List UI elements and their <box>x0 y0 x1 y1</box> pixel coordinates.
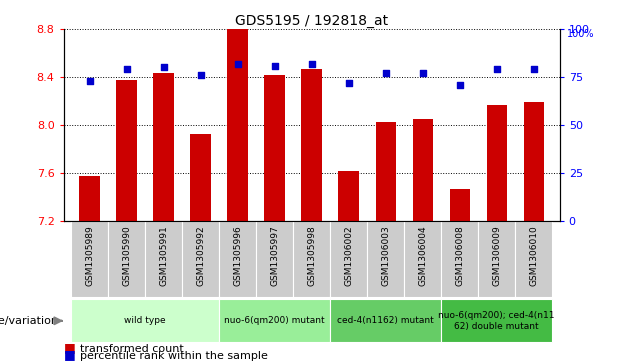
Bar <box>441 221 478 297</box>
Point <box>380 70 391 76</box>
Bar <box>265 75 285 221</box>
Text: wild type: wild type <box>124 316 166 325</box>
Bar <box>190 134 211 221</box>
Text: GSM1305991: GSM1305991 <box>159 225 168 286</box>
Text: GSM1306002: GSM1306002 <box>344 225 353 286</box>
Bar <box>450 189 470 221</box>
Text: GSM1306010: GSM1306010 <box>529 225 538 286</box>
Point <box>529 66 539 72</box>
Text: transformed count: transformed count <box>80 344 183 354</box>
Bar <box>404 221 441 297</box>
Bar <box>441 299 552 342</box>
Text: GSM1305990: GSM1305990 <box>122 225 131 286</box>
Bar <box>80 176 100 221</box>
Text: genotype/variation: genotype/variation <box>0 316 59 326</box>
Bar <box>219 221 256 297</box>
Title: GDS5195 / 192818_at: GDS5195 / 192818_at <box>235 14 388 28</box>
Text: ■: ■ <box>64 348 75 361</box>
Point <box>307 61 317 66</box>
Bar <box>338 171 359 221</box>
Text: nuo-6(qm200) mutant: nuo-6(qm200) mutant <box>225 316 325 325</box>
Bar <box>523 102 544 221</box>
Point <box>233 61 243 66</box>
Text: GSM1305996: GSM1305996 <box>233 225 242 286</box>
Bar <box>478 221 515 297</box>
Bar <box>71 221 108 297</box>
Bar <box>71 299 219 342</box>
Bar <box>367 221 404 297</box>
Point <box>158 65 169 70</box>
Bar <box>293 221 330 297</box>
Bar <box>108 221 145 297</box>
Bar <box>256 221 293 297</box>
Text: GSM1306008: GSM1306008 <box>455 225 464 286</box>
Text: ■: ■ <box>64 341 75 354</box>
Bar <box>219 299 330 342</box>
Bar <box>145 221 182 297</box>
Bar <box>330 299 441 342</box>
Point <box>121 66 132 72</box>
Bar <box>182 221 219 297</box>
Bar <box>228 26 248 221</box>
Point <box>85 78 95 84</box>
Point <box>343 80 354 86</box>
Text: GSM1305992: GSM1305992 <box>196 225 205 286</box>
Bar <box>487 105 507 221</box>
Point <box>270 63 280 69</box>
Text: ced-4(n1162) mutant: ced-4(n1162) mutant <box>337 316 434 325</box>
Text: GSM1305989: GSM1305989 <box>85 225 94 286</box>
Text: GSM1305997: GSM1305997 <box>270 225 279 286</box>
Text: nuo-6(qm200); ced-4(n11
62) double mutant: nuo-6(qm200); ced-4(n11 62) double mutan… <box>438 311 555 331</box>
Bar <box>153 73 174 221</box>
Point <box>492 66 502 72</box>
Point <box>418 70 428 76</box>
Bar <box>413 119 433 221</box>
Point <box>455 82 465 88</box>
Bar <box>116 79 137 221</box>
Text: GSM1305998: GSM1305998 <box>307 225 316 286</box>
Text: GSM1306009: GSM1306009 <box>492 225 501 286</box>
Text: percentile rank within the sample: percentile rank within the sample <box>80 351 267 361</box>
Text: 100%: 100% <box>567 29 595 39</box>
Point <box>195 72 205 78</box>
Text: GSM1306003: GSM1306003 <box>381 225 390 286</box>
Bar <box>375 122 396 221</box>
Bar <box>330 221 367 297</box>
Bar <box>515 221 552 297</box>
Bar <box>301 69 322 221</box>
Text: GSM1306004: GSM1306004 <box>418 225 427 286</box>
